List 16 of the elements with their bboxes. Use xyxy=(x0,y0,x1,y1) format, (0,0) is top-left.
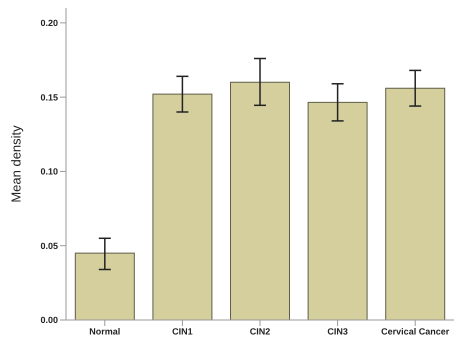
y-tick-label: 0.00 xyxy=(40,315,58,326)
bar xyxy=(74,252,135,320)
x-tick-label: CIN2 xyxy=(250,326,270,336)
y-tick-label: 0.20 xyxy=(40,18,58,28)
y-axis-title: Mean density xyxy=(8,124,24,203)
x-tick-label: CIN1 xyxy=(172,326,193,336)
bar xyxy=(385,88,446,320)
bar xyxy=(152,94,212,320)
bar xyxy=(308,102,368,320)
bar xyxy=(230,82,290,320)
y-tick-label: 0.05 xyxy=(40,240,58,251)
x-tick-label: Normal xyxy=(89,326,120,336)
y-tick-label: 0.15 xyxy=(40,92,58,102)
x-tick-label: CIN3 xyxy=(327,326,348,336)
y-tick-label: 0.10 xyxy=(40,166,58,177)
x-tick-label: Cervical Cancer xyxy=(381,326,450,336)
